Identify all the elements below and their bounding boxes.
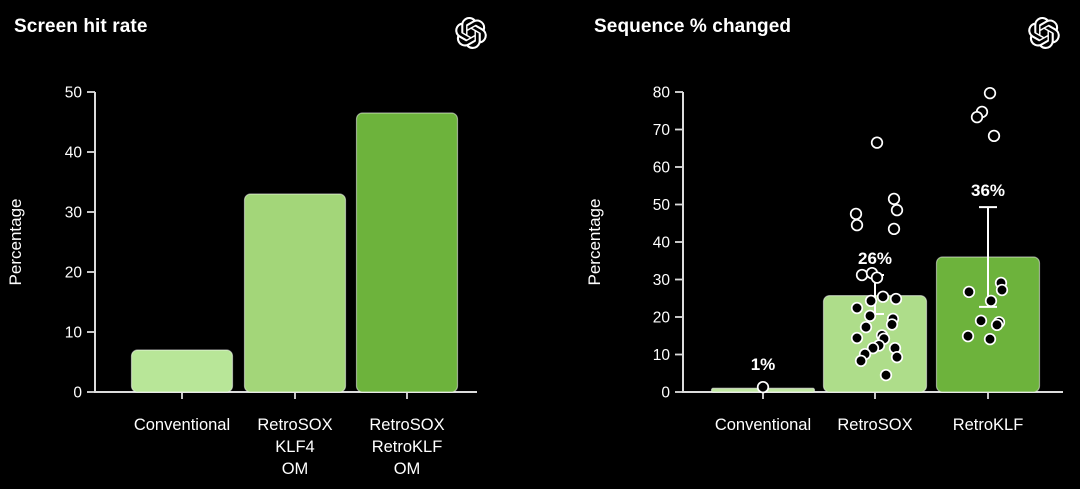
scatter-point	[885, 318, 899, 331]
scatter-point	[984, 294, 998, 308]
scatter-point	[866, 341, 880, 355]
scatter-point	[995, 283, 1009, 297]
panel-sequence-pct-changed: Sequence % changed 0 10 20 30 40 50 60 70 80 Perc…	[540, 0, 1080, 489]
x-category-label: RetroKLF	[953, 416, 1024, 434]
x-category-label: RetroSOX KLF4 OM	[257, 416, 332, 478]
openai-logo-icon	[455, 17, 487, 49]
scatter-point	[850, 218, 864, 232]
bar-value-label: 36%	[971, 181, 1005, 200]
y-tick-label: 0	[73, 385, 82, 402]
scatter-point	[864, 294, 878, 308]
scatter-point	[870, 136, 884, 149]
scatter-point	[850, 301, 864, 315]
x-category-label: Conventional	[715, 416, 811, 434]
scatter-point	[849, 207, 863, 221]
scatter-point	[879, 368, 893, 382]
y-tick-label: 40	[65, 145, 83, 162]
x-category-label: RetroSOX RetroKLF OM	[369, 416, 444, 478]
y-tick-label: 30	[653, 272, 671, 289]
scatter-point	[990, 318, 1004, 332]
scatter-point	[970, 110, 984, 124]
y-tick-label: 10	[65, 325, 83, 342]
y-tick-label: 60	[653, 160, 671, 177]
bar-chart-screen-hit-rate: 0 10 20 30 40 50 Percentage Conventional RetroSO…	[6, 85, 477, 478]
y-tick-label: 10	[653, 347, 671, 364]
bar-retrosox	[355, 112, 459, 393]
openai-logo-icon	[1028, 17, 1060, 49]
scatter-point	[983, 332, 997, 346]
scatter-point	[870, 271, 884, 284]
scatter-point	[855, 268, 869, 282]
y-tick-label: 20	[65, 265, 83, 282]
scatter-point	[961, 329, 975, 343]
y-tick-label: 0	[661, 385, 670, 402]
scatter-point	[974, 314, 988, 327]
chart-title-screen-hit-rate: Screen hit rate	[14, 16, 148, 37]
y-axis-label: Percentage	[6, 199, 25, 286]
bar-value-label: 26%	[858, 249, 892, 268]
scatter-point	[890, 203, 904, 217]
x-category-label: RetroSOX	[837, 416, 912, 434]
y-tick-label: 70	[653, 122, 671, 139]
y-tick-label: 80	[653, 85, 671, 102]
y-tick-label: 50	[65, 85, 83, 102]
scatter-point	[987, 129, 1001, 143]
scatter-point	[887, 222, 901, 236]
bar-retrosox	[243, 193, 347, 393]
y-axis-label: Percentage	[585, 199, 604, 286]
scatter-point	[850, 331, 864, 345]
y-tick-label: 40	[653, 235, 671, 252]
bar-conventional	[130, 349, 234, 393]
scatter-point	[854, 354, 868, 368]
chart-title-sequence-pct-changed: Sequence % changed	[594, 16, 792, 37]
bar-value-label: 1%	[751, 355, 776, 374]
y-tick-label: 20	[653, 310, 671, 327]
scatter-point	[983, 86, 997, 100]
scatter-point	[863, 309, 877, 323]
scatter-point	[859, 320, 873, 334]
scatter-point	[889, 292, 903, 306]
x-category-label: Conventional	[134, 416, 230, 434]
scatter-point	[876, 290, 890, 303]
bar-chart-sequence-pct-changed: 0 10 20 30 40 50 60 70 80 Percentage Conventional R…	[585, 85, 1063, 434]
scatter-point	[756, 380, 770, 394]
y-tick-label: 30	[65, 205, 83, 222]
scatter-point	[890, 350, 904, 364]
y-tick-label: 50	[653, 197, 671, 214]
panel-screen-hit-rate: Screen hit rate 0 10 20 30 40 50 Percentage Con…	[6, 16, 487, 478]
scatter-point	[887, 192, 901, 206]
scatter-point	[962, 285, 976, 299]
